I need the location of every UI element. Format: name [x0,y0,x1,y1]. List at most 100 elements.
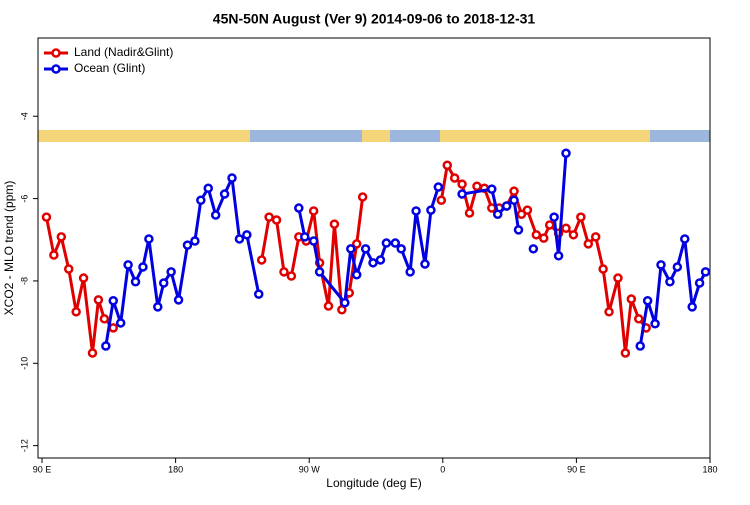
x-tick-label: 180 [702,464,717,474]
data-point [351,239,362,249]
data-point [279,267,289,277]
data-point [153,302,163,312]
data-point [41,212,52,222]
legend-label: Ocean (Glint) [74,61,145,75]
data-point [286,271,297,281]
data-point [487,184,497,194]
data-point [576,212,586,222]
data-point [323,301,334,311]
data-point [457,189,467,199]
data-point [190,236,200,246]
data-point [561,148,571,159]
x-axis-label: Longitude (deg E) [326,476,421,490]
data-point [436,195,447,205]
data-point [426,205,436,215]
data-point [271,215,282,225]
data-point [346,244,356,254]
data-point [433,182,444,192]
x-tick-label: 90 E [33,464,52,474]
data-point [672,262,683,272]
data-point [115,318,126,328]
data-point [56,232,67,242]
x-tick-label: 90 W [299,464,321,474]
data-point [538,233,549,243]
data-point [264,212,274,222]
data-point [613,273,623,283]
data-point [492,209,503,219]
data-point [549,212,559,222]
data-point [501,201,512,211]
data-point [568,230,579,240]
data-point [700,267,711,277]
x-tick-label: 90 E [567,464,586,474]
data-point [687,302,697,312]
y-tick-label: -8 [19,277,29,285]
data-point [472,181,482,191]
data-point [449,173,460,183]
data-point [182,240,193,250]
data-point [63,264,74,274]
x-tick-label: 180 [168,464,183,474]
data-point [626,294,637,304]
data-point [598,264,608,274]
data-point [294,203,304,213]
data-point [375,255,386,265]
data-point [360,244,371,254]
data-point [442,160,453,170]
data-point [234,234,245,244]
data-point [590,232,601,242]
data-point [253,289,264,299]
data-point [93,295,104,305]
map-strip [38,130,710,142]
data-point [49,250,59,260]
data-point [583,239,594,249]
data-point [329,219,340,229]
data-point [396,244,406,254]
data-point [123,260,133,270]
data-point [694,278,705,288]
data-point [101,341,111,351]
data-point [516,209,527,219]
data-point [635,341,645,351]
legend-marker [51,48,61,58]
data-point [381,238,392,248]
data-point [620,348,631,358]
data-point [242,230,252,240]
data-point [420,259,430,269]
data-point [633,314,644,324]
data-point [138,262,148,272]
data-point [144,234,154,244]
data-point [464,208,475,218]
data-point [509,195,519,205]
y-tick-label: -12 [19,439,29,452]
data-point [196,195,206,205]
legend-marker [51,64,61,74]
data-point [357,192,368,202]
data-point [99,314,110,324]
y-tick-label: -6 [19,195,29,203]
data-point [87,348,98,358]
data-point [513,225,524,235]
data-point [340,298,350,308]
data-point [528,244,539,254]
data-point [130,277,141,287]
data-point [553,251,564,261]
data-point [227,173,237,183]
data-point [509,186,519,196]
data-point [680,234,690,244]
data-point [173,295,184,305]
data-point [522,205,533,215]
data-point [368,258,378,268]
data-point [390,238,401,248]
data-point [308,206,319,216]
chart-title: 45N-50N August (Ver 9) 2014-09-06 to 201… [213,11,536,27]
data-point [219,189,230,199]
data-point [531,230,542,240]
data-point [308,236,319,246]
data-point [108,295,119,306]
data-point [561,223,571,233]
y-tick-label: -10 [19,357,29,370]
data-point [71,307,81,317]
legend-label: Land (Nadir&Glint) [74,45,173,59]
